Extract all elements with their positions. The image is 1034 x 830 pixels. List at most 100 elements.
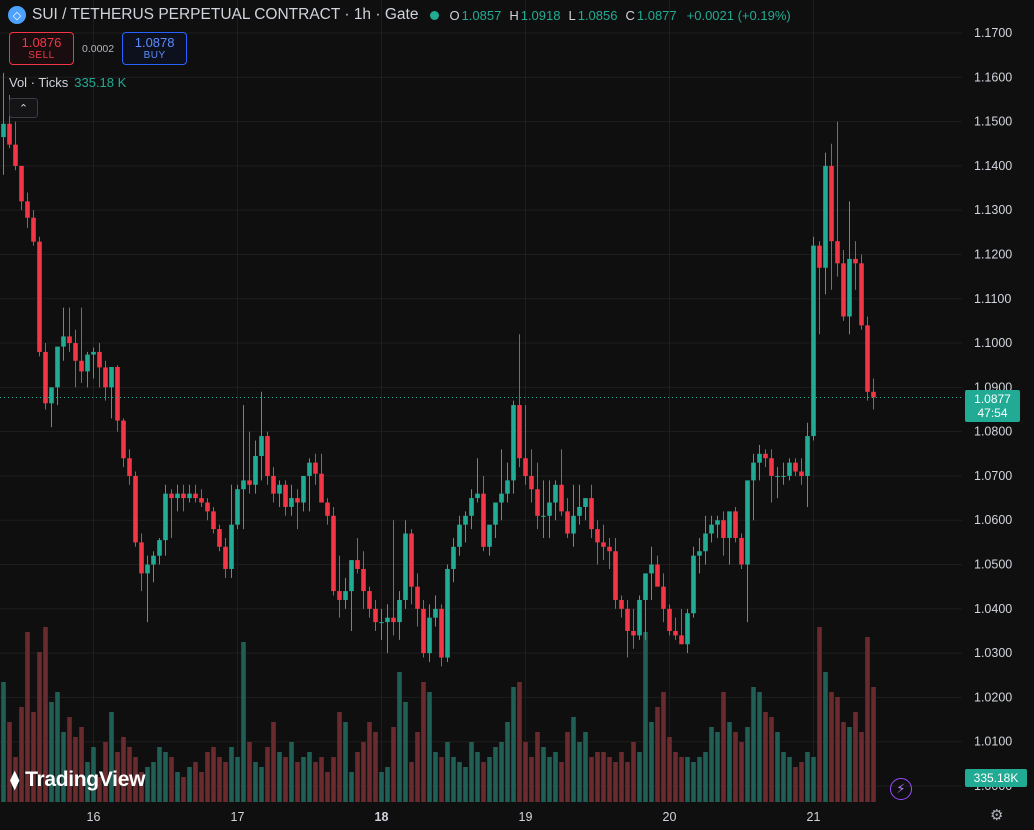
- volume-bar: [763, 712, 768, 802]
- sell-button[interactable]: 1.0876 SELL: [9, 32, 74, 65]
- candle: [181, 484, 186, 512]
- collapse-legend-button[interactable]: ⌃: [9, 98, 38, 118]
- volume-bar: [55, 692, 60, 802]
- candle: [187, 484, 192, 503]
- sui-drop-icon[interactable]: ◇: [8, 6, 26, 24]
- volume-bar: [823, 672, 828, 802]
- volume-bar: [751, 687, 756, 802]
- symbol-title[interactable]: SUI / TETHERUS PERPETUAL CONTRACT · 1h ·…: [32, 6, 419, 23]
- volume-bar: [571, 717, 576, 802]
- volume-bar: [337, 712, 342, 802]
- candle: [853, 241, 858, 290]
- candle: [199, 489, 204, 507]
- volume-bar: [349, 772, 354, 802]
- candle: [325, 498, 330, 525]
- volume-bar: [709, 727, 714, 802]
- candle: [511, 400, 516, 494]
- candle: [109, 366, 114, 419]
- candle: [583, 498, 588, 521]
- gear-icon[interactable]: ⚙: [990, 807, 1004, 824]
- volume-bar: [79, 727, 84, 802]
- candle: [787, 458, 792, 481]
- candle: [427, 604, 432, 662]
- candle: [667, 604, 672, 636]
- candle: [547, 480, 552, 538]
- volume-bar: [739, 742, 744, 802]
- candle: [343, 577, 348, 609]
- volume-bar: [493, 747, 498, 802]
- volume-bar: [787, 757, 792, 802]
- volume-bar: [829, 692, 834, 802]
- market-status-icon[interactable]: [430, 10, 440, 20]
- candle: [529, 449, 534, 503]
- volume-bar: [517, 682, 522, 802]
- volume-bar: [865, 637, 870, 802]
- candle: [223, 537, 228, 578]
- volume-bar: [601, 752, 606, 802]
- volume-bar: [679, 757, 684, 802]
- volume-bar: [325, 772, 330, 802]
- candle: [133, 471, 138, 547]
- volume-bar: [613, 762, 618, 802]
- tradingview-logo[interactable]: ⧫ TradingView: [10, 768, 145, 792]
- buy-button[interactable]: 1.0878 BUY: [122, 32, 188, 65]
- volume-bar: [97, 777, 102, 802]
- candle: [235, 484, 240, 530]
- candle: [601, 524, 606, 561]
- lightning-icon[interactable]: ⚡: [890, 778, 912, 800]
- volume-bar: [685, 757, 690, 802]
- candle: [385, 604, 390, 654]
- candle: [145, 555, 150, 623]
- candlestick-series: [1, 72, 876, 667]
- volume-bar: [667, 737, 672, 802]
- change-value: +0.0021 (+0.19%): [686, 7, 791, 23]
- candle: [211, 506, 216, 534]
- volume-bar: [805, 752, 810, 802]
- volume-bar: [745, 727, 750, 802]
- volume-bar: [655, 707, 660, 802]
- candle: [241, 405, 246, 530]
- candle: [715, 515, 720, 538]
- volume-bar: [355, 752, 360, 802]
- volume-bar: [307, 752, 312, 802]
- candle: [799, 458, 804, 485]
- volume-bar: [289, 742, 294, 802]
- volume-bar: [691, 762, 696, 802]
- volume-bar: [715, 732, 720, 802]
- volume-bar: [241, 642, 246, 802]
- volume-bar: [85, 762, 90, 802]
- candle: [565, 498, 570, 538]
- candle: [205, 498, 210, 521]
- low-value: 1.0856: [577, 7, 618, 23]
- volume-bar: [67, 717, 72, 802]
- candle: [727, 511, 732, 565]
- sell-label: SELL: [28, 50, 55, 62]
- chart-grid: [0, 0, 962, 802]
- candle: [673, 617, 678, 640]
- volume-bar: [385, 767, 390, 802]
- volume-bar: [475, 752, 480, 802]
- chart-legend: ◇ SUI / TETHERUS PERPETUAL CONTRACT · 1h…: [8, 6, 791, 24]
- price-tick-label: 1.0100: [974, 735, 1012, 749]
- candle: [397, 591, 402, 640]
- candle: [175, 484, 180, 512]
- price-tick-label: 1.0400: [974, 602, 1012, 616]
- time-axis[interactable]: 16 17 18 19 20 21: [87, 810, 821, 824]
- candle: [31, 210, 36, 246]
- volume-bar: [847, 727, 852, 802]
- close-value: 1.0877: [636, 7, 677, 23]
- candle: [847, 201, 852, 335]
- price-tick-label: 1.1300: [974, 203, 1012, 217]
- volume-legend[interactable]: Vol · Ticks 335.18 K: [9, 75, 126, 90]
- volume-label: Vol · Ticks: [9, 75, 69, 90]
- volume-bar: [235, 757, 240, 802]
- volume-bar: [589, 757, 594, 802]
- candle: [37, 236, 42, 357]
- candle: [607, 537, 612, 569]
- candle: [757, 444, 762, 481]
- volume-bar: [577, 742, 582, 802]
- volume-bar: [199, 772, 204, 802]
- candle: [331, 506, 336, 596]
- candle: [433, 595, 438, 627]
